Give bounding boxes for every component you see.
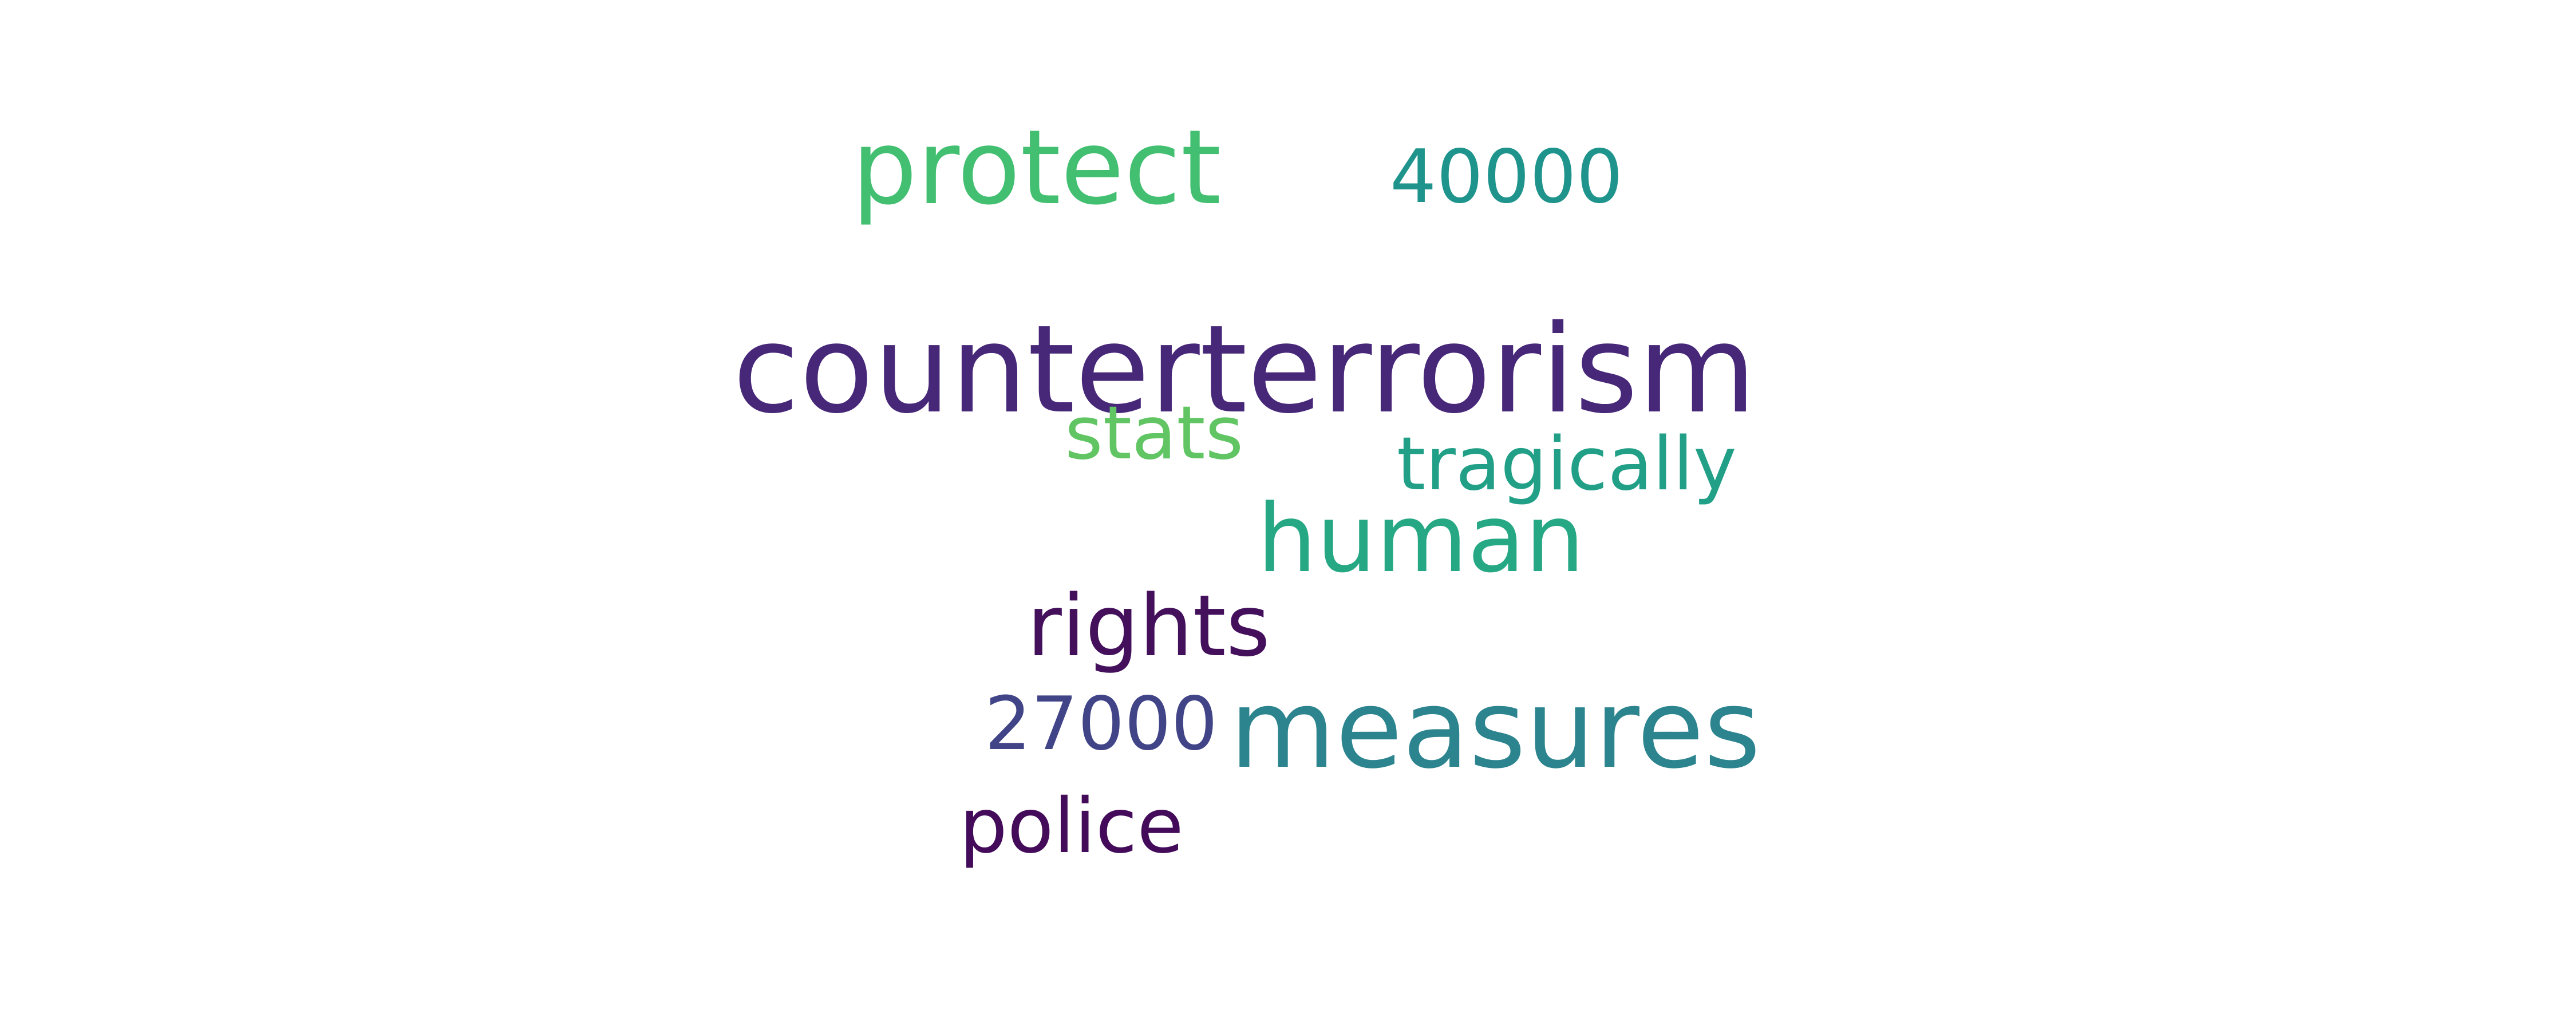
word-rights: rights [1027, 577, 1270, 675]
word-tragically: tragically [1397, 422, 1737, 507]
word-protect: protect [852, 108, 1222, 228]
word-40000: 40000 [1390, 134, 1623, 220]
word-27000: 27000 [985, 682, 1218, 767]
word-police: police [959, 782, 1184, 870]
word-measures: measures [1230, 666, 1761, 793]
word-counterterrorism: counterterrorism [733, 299, 1756, 440]
word-human: human [1257, 484, 1585, 593]
word-stats: stats [1065, 391, 1244, 476]
